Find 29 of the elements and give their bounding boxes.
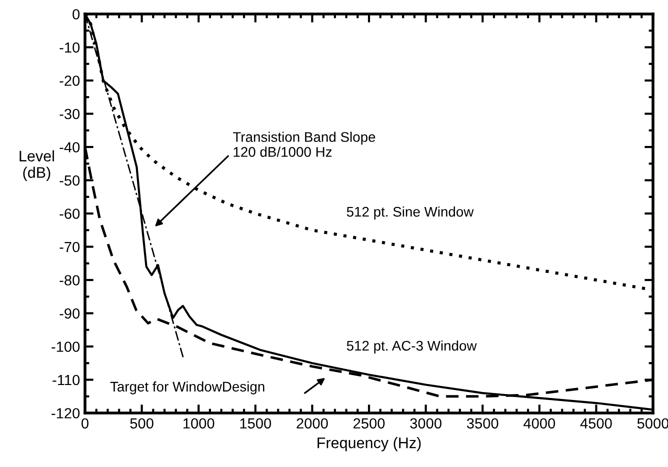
x-tick-label: 3000 [410,418,442,429]
y-tick-label: -30 [60,108,80,120]
y-tick-label: -80 [60,275,80,286]
x-axis-title: Frequency (Hz) [318,437,421,452]
annotation: Target for WindowDesign [110,381,264,394]
x-tick-label: 2500 [354,418,385,429]
y-tick-label: -120 [52,408,80,418]
y-tick-label: -10 [60,42,80,53]
x-tick-label: 1000 [183,418,214,429]
y-tick-label: -20 [60,76,80,86]
y-axis-title: Level (dB) [20,150,54,181]
x-tick-label: 3500 [466,418,498,429]
x-tick-label: 0 [82,418,88,429]
x-tick-label: 4500 [580,418,612,429]
y-tick-label: -50 [60,175,80,186]
x-tick-label: 500 [130,418,154,429]
y-tick-label: 0 [72,9,80,20]
y-tick-label: -90 [60,308,80,319]
series-label: 512 pt. AC-3 Window [346,340,477,354]
y-tick-label: -60 [60,208,80,219]
annotation: Transistion Band Slope 120 dB/1000 Hz [232,132,376,157]
x-tick-label: 4000 [524,418,556,429]
y-tick-label: -110 [52,374,80,386]
series-label: 512 pt. Sine Window [346,206,474,220]
x-tick-label: 2000 [296,418,328,429]
y-tick-label: -40 [60,142,80,152]
y-tick-label: -70 [60,242,80,252]
x-tick-label: 1500 [240,418,272,429]
y-tick-label: -100 [52,342,80,352]
